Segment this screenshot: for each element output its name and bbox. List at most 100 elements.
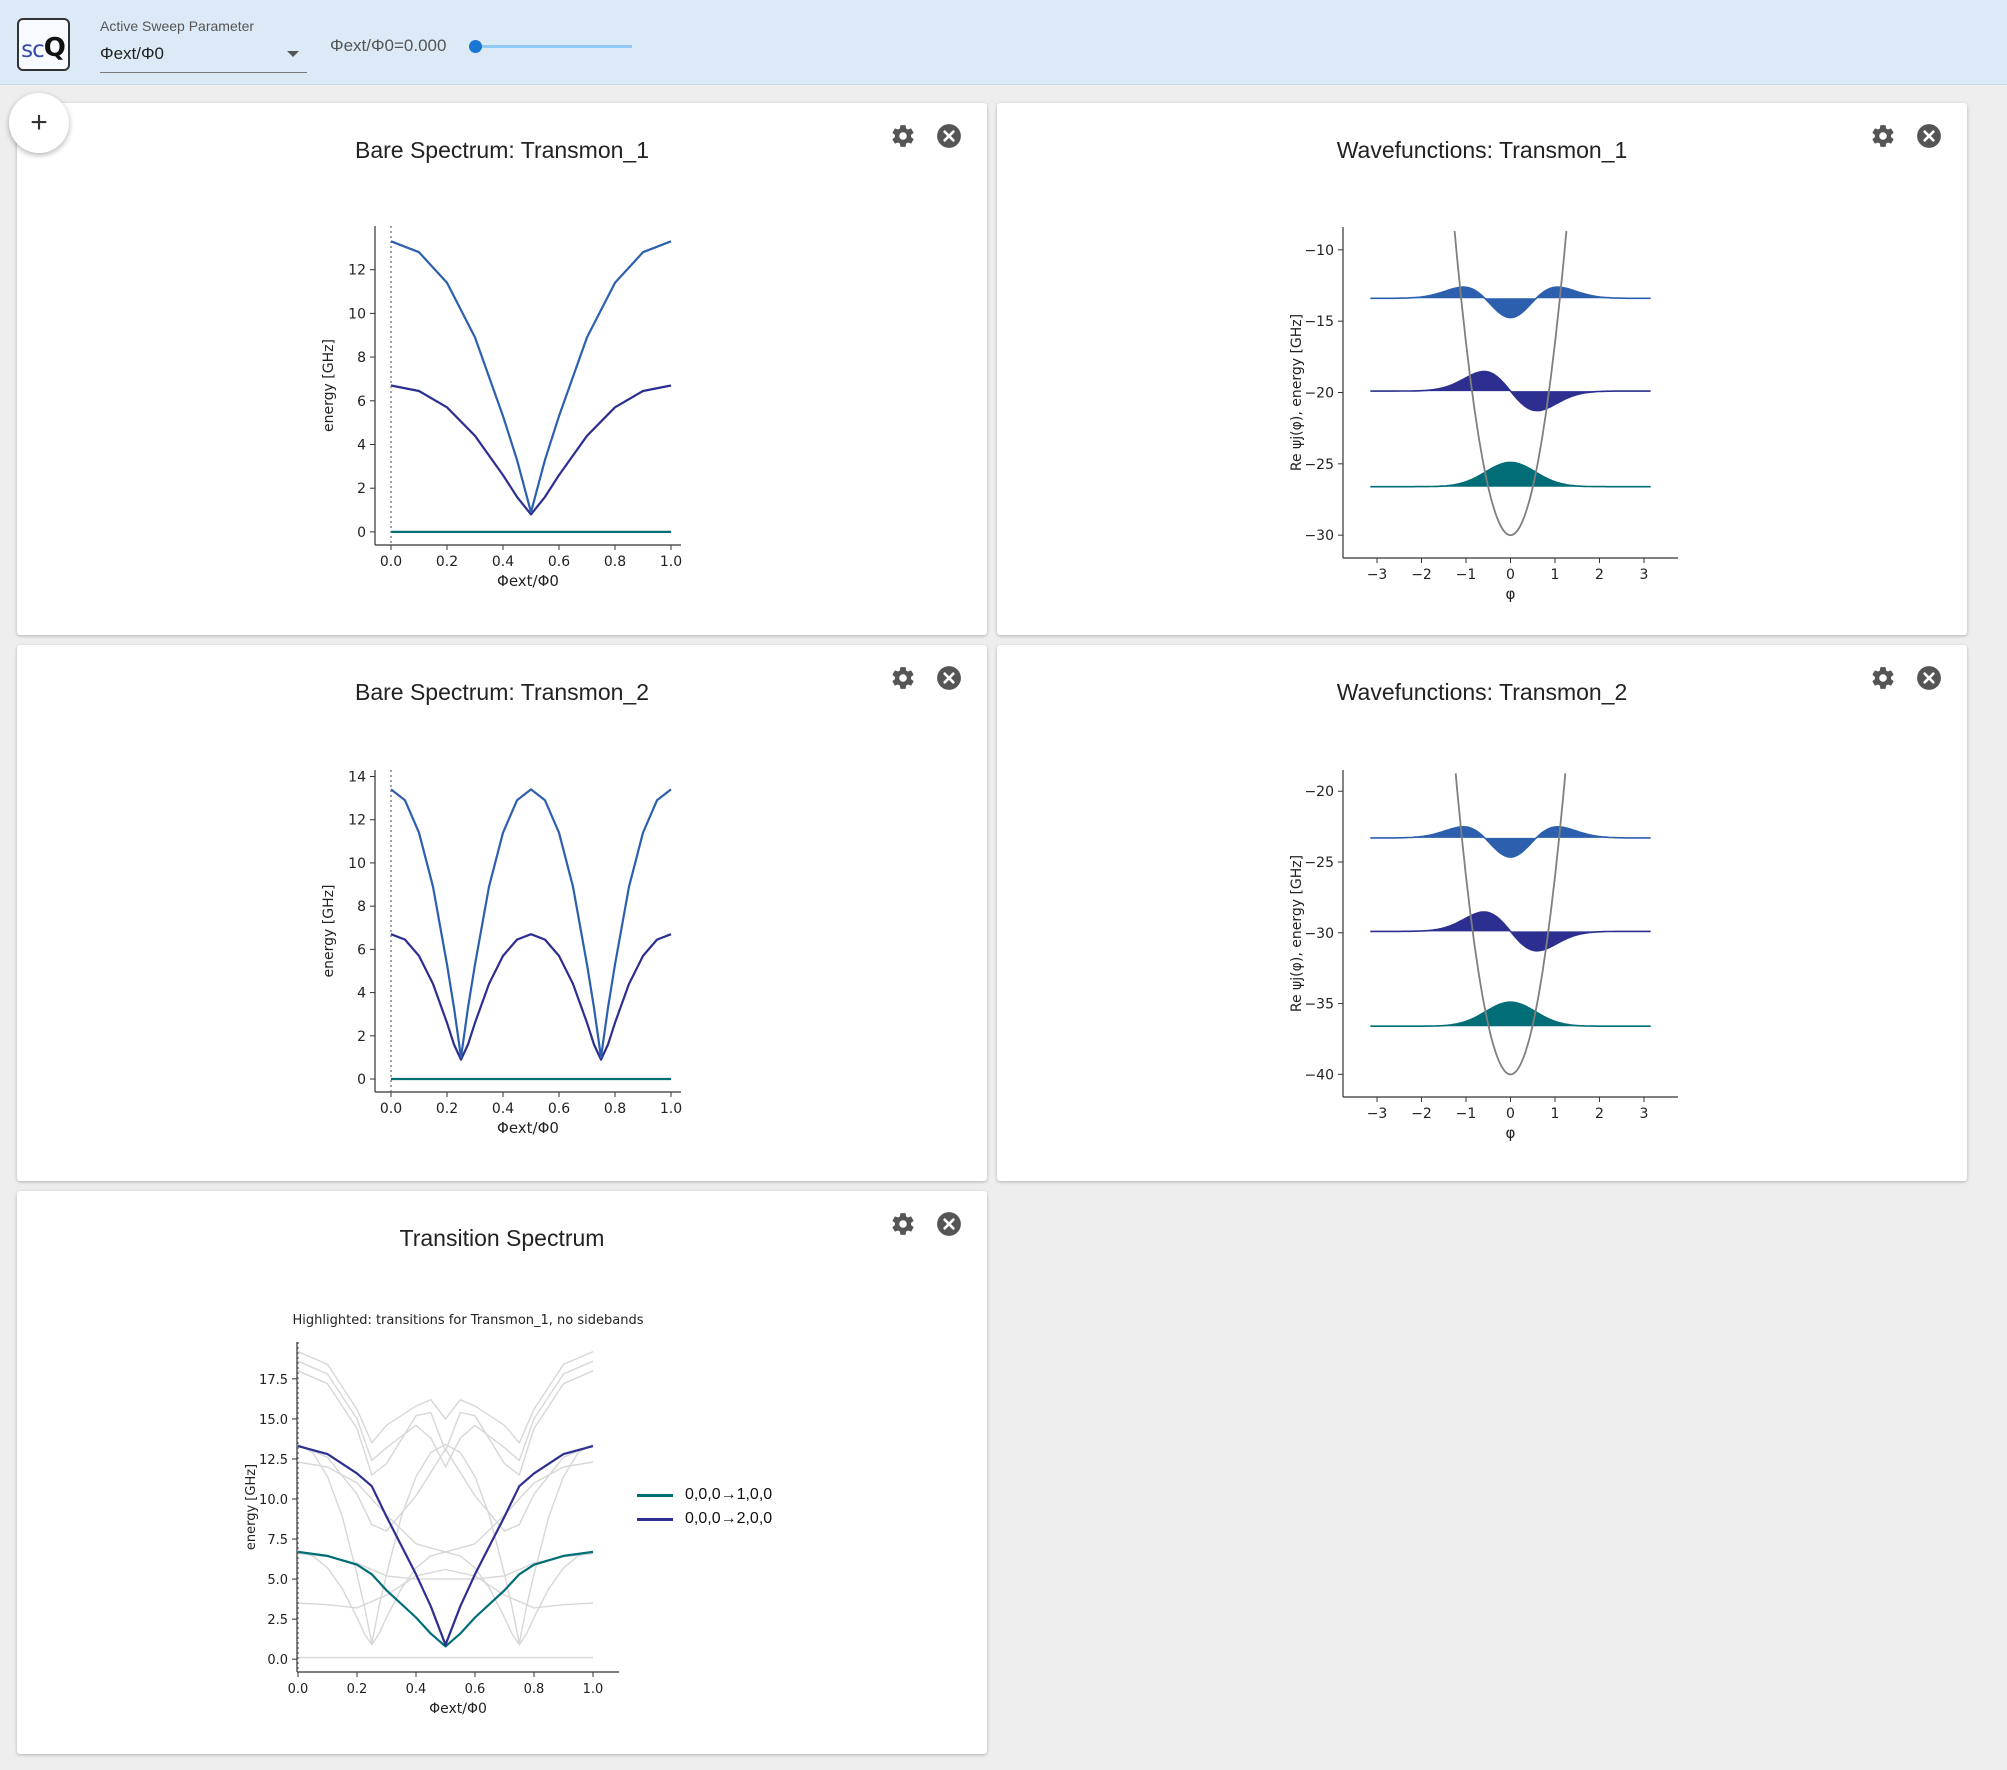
- top-app-bar: sc Q Active Sweep Parameter Φext/Φ0 Φext/…: [0, 0, 2007, 85]
- y-tick-label: 10: [348, 306, 366, 322]
- wavefunction-line: [1370, 461, 1651, 488]
- add-panel-button[interactable]: +: [9, 93, 69, 153]
- y-tick-label: 6: [357, 942, 366, 958]
- x-tick-label: −1: [1456, 567, 1477, 583]
- panel-title: Bare Spectrum: Transmon_1: [354, 137, 650, 163]
- select-underline: [100, 72, 307, 73]
- y-tick-label: 2: [357, 1029, 366, 1045]
- x-axis-label: Φext/Φ0: [497, 572, 559, 590]
- x-tick-label: −3: [1367, 1106, 1388, 1122]
- y-axis-label: energy [GHz]: [321, 885, 337, 978]
- x-tick-label: −2: [1411, 1106, 1432, 1122]
- wavefunctions-2-chart: −3 −2 −1 0 1 2 3 −20 −25 −30 −35 −40 φ Re ψj(φ), ener…: [1289, 770, 1678, 1142]
- background-transition-line: [297, 1370, 594, 1476]
- y-tick-label: 2: [357, 481, 366, 497]
- series-line: [390, 933, 672, 1061]
- y-tick-label: 0.0: [267, 1653, 288, 1668]
- x-tick-label: 0.2: [347, 1682, 368, 1697]
- panel-title: Wavefunctions: Transmon_1: [1336, 137, 1628, 163]
- background-transition-line: [297, 1552, 594, 1580]
- x-tick-label: 0.4: [492, 554, 514, 570]
- sweep-parameter-select[interactable]: Active Sweep Parameter Φext/Φ0: [100, 18, 307, 73]
- series-line: [297, 1550, 594, 1648]
- y-tick-label: 4: [357, 437, 366, 453]
- bare-spectrum-1-chart: 0.0 0.2 0.4 0.6 0.8 1.0 0 2 4 6 8 10 12 Φext/Φ0 energy…: [321, 226, 682, 590]
- settings-gear-icon[interactable]: [1870, 665, 1896, 691]
- close-icon[interactable]: [936, 1211, 962, 1237]
- y-tick-label: −15: [1304, 314, 1334, 330]
- y-tick-label: 15.0: [259, 1413, 288, 1428]
- settings-gear-icon[interactable]: [890, 1211, 916, 1237]
- series-line: [390, 384, 672, 516]
- wavefunction-fill: [1370, 1002, 1651, 1027]
- x-tick-label: 2: [1595, 1106, 1604, 1122]
- panel-wavefunctions-2: Wavefunctions: Transmon_2 −3 −2 −1 0 1 2 3 −20−…: [997, 645, 1967, 1181]
- background-transition-line: [297, 1461, 594, 1553]
- x-tick-label: 0.2: [436, 554, 458, 570]
- transition-spectrum-chart: Highlighted: transitions for Transmon_1,…: [244, 1313, 644, 1717]
- slider-value-label: Φext/Φ0=0.000: [330, 36, 447, 55]
- y-tick-label: −30: [1304, 528, 1334, 544]
- legend-item: 0,0,0→1,0,0: [637, 1483, 772, 1507]
- y-axis-label: Re ψj(φ), energy [GHz]: [1289, 855, 1305, 1012]
- dropdown-caret-icon[interactable]: [287, 51, 299, 57]
- legend-label: 0,0,0→1,0,0: [685, 1486, 773, 1503]
- x-tick-label: 0.8: [524, 1682, 545, 1697]
- y-tick-label: 8: [357, 350, 366, 366]
- y-tick-label: 0: [357, 525, 366, 541]
- y-tick-label: −25: [1304, 457, 1334, 473]
- background-transition-line: [297, 1350, 594, 1444]
- background-transition-line: [297, 1443, 594, 1644]
- y-tick-label: 7.5: [267, 1533, 288, 1548]
- background-transition-line: [297, 1551, 594, 1646]
- close-icon[interactable]: [936, 123, 962, 149]
- series-line: [390, 788, 672, 1059]
- x-tick-label: 1.0: [660, 554, 682, 570]
- sweep-slider-track[interactable]: [475, 45, 632, 48]
- wavefunction-fill: [1370, 287, 1651, 318]
- y-tick-label: −20: [1304, 784, 1334, 800]
- y-axis-label: energy [GHz]: [244, 1464, 259, 1550]
- y-tick-label: 8: [357, 899, 366, 915]
- x-tick-label: 0.0: [288, 1682, 309, 1697]
- panel-bare-spectrum-2: Bare Spectrum: Transmon_2 0.0 0.2 0.4 0.6 0.…: [17, 645, 987, 1181]
- x-tick-label: 0: [1506, 567, 1515, 583]
- wavefunction-line: [1370, 1001, 1651, 1028]
- panel-wavefunctions-1: Wavefunctions: Transmon_1 −3 −2 −1 0 1 2 3 −10−…: [997, 103, 1967, 635]
- x-axis-label: φ: [1506, 1124, 1516, 1142]
- legend-swatch: [637, 1493, 673, 1497]
- y-tick-label: 5.0: [267, 1573, 288, 1588]
- y-tick-label: 12: [348, 813, 366, 829]
- x-tick-label: 0.6: [465, 1682, 486, 1697]
- scq-logo: sc Q: [17, 18, 70, 71]
- x-tick-label: 0.0: [380, 554, 402, 570]
- wavefunction-fill: [1370, 826, 1651, 858]
- y-tick-label: 10.0: [259, 1493, 288, 1508]
- panel-bare-spectrum-1: Bare Spectrum: Transmon_1 0.0 0.2 0.4 0.6 0.…: [17, 103, 987, 635]
- close-icon[interactable]: [936, 665, 962, 691]
- x-tick-label: 0.6: [548, 1101, 570, 1117]
- settings-gear-icon[interactable]: [890, 665, 916, 691]
- settings-gear-icon[interactable]: [890, 123, 916, 149]
- y-tick-label: −30: [1304, 926, 1334, 942]
- close-icon[interactable]: [1916, 123, 1942, 149]
- y-tick-label: −25: [1304, 855, 1334, 871]
- y-tick-label: −40: [1304, 1067, 1334, 1083]
- x-tick-label: −3: [1367, 567, 1388, 583]
- x-tick-label: 2: [1595, 567, 1604, 583]
- potential-curve: [1453, 230, 1568, 537]
- x-tick-label: 0.6: [548, 554, 570, 570]
- background-transition-line: [297, 1568, 594, 1609]
- close-icon[interactable]: [1916, 665, 1942, 691]
- settings-gear-icon[interactable]: [1870, 123, 1896, 149]
- x-tick-label: −1: [1456, 1106, 1477, 1122]
- y-tick-label: 14: [348, 769, 366, 785]
- x-tick-label: 3: [1640, 567, 1649, 583]
- y-tick-label: 12: [348, 263, 366, 279]
- sweep-parameter-label: Active Sweep Parameter: [100, 18, 255, 34]
- series-line: [297, 1445, 594, 1646]
- sweep-slider-thumb[interactable]: [469, 40, 482, 53]
- legend-label: 0,0,0→2,0,0: [685, 1510, 773, 1527]
- x-tick-label: 1.0: [660, 1101, 682, 1117]
